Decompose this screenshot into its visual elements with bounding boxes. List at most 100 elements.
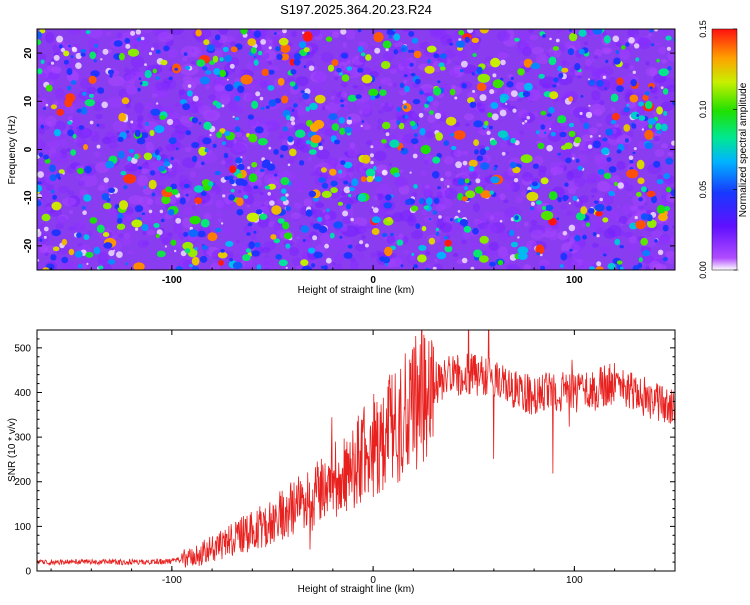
heatmap-background-blob — [557, 29, 564, 34]
heatmap-background-blob — [522, 172, 533, 182]
heatmap-cell — [468, 159, 478, 168]
heatmap-cell — [348, 116, 352, 120]
heatmap-cell — [57, 176, 62, 180]
heatmap-low-speck — [140, 36, 145, 41]
heatmap-background-blob — [218, 29, 229, 35]
heatmap-cell — [165, 186, 173, 193]
colorbar-tick-label: 0.15 — [698, 20, 708, 38]
heatmap-cell — [93, 246, 101, 255]
heatmap-cell — [653, 160, 661, 168]
heatmap-background-blob — [108, 135, 119, 143]
heatmap-cell — [126, 130, 130, 134]
heatmap-background-blob — [589, 103, 606, 115]
heatmap-low-speck — [657, 249, 664, 255]
heatmap-cell — [393, 49, 399, 55]
heatmap-cell — [400, 47, 406, 52]
heatmap-cell — [605, 128, 613, 136]
heatmap-low-speck — [432, 266, 437, 270]
heatmap-low-speck — [467, 29, 474, 34]
heatmap-cell — [96, 123, 100, 127]
heatmap-background-blob — [398, 90, 407, 96]
heatmap-cell — [158, 165, 166, 172]
heatmap-cell — [298, 41, 307, 49]
heatmap-cell — [559, 264, 564, 268]
heatmap-cell — [615, 50, 619, 55]
heatmap-background-blob — [399, 209, 414, 222]
heatmap-low-speck — [671, 140, 675, 146]
heatmap-low-speck — [135, 29, 142, 35]
heatmap-cell — [413, 264, 419, 269]
heatmap-cell — [381, 139, 387, 144]
heatmap-background-blob — [233, 131, 243, 138]
heatmap-low-speck — [666, 46, 672, 51]
heatmap-cell — [616, 85, 624, 93]
heatmap-background-blob — [392, 82, 397, 88]
heatmap-cell — [101, 193, 110, 201]
heatmap-cell — [333, 221, 344, 229]
heatmap-cell — [256, 264, 262, 270]
heatmap-background-blob — [58, 185, 70, 194]
heatmap-cell — [179, 99, 188, 105]
heatmap-background-blob — [383, 128, 391, 134]
heatmap-cell — [561, 67, 569, 73]
heatmap-low-speck — [546, 144, 553, 152]
heatmap-background-blob — [165, 143, 176, 152]
heatmap-cell — [160, 218, 165, 223]
heatmap-cell — [170, 239, 177, 246]
heatmap-cell — [433, 53, 440, 59]
heatmap-cell — [510, 241, 519, 248]
heatmap-cell — [196, 59, 206, 67]
heatmap-cell — [58, 169, 65, 174]
heatmap-low-speck — [100, 58, 103, 61]
heatmap-cell — [160, 59, 168, 66]
heatmap-background-blob — [93, 151, 101, 158]
heatmap-background-blob — [526, 240, 537, 250]
heatmap-cell — [303, 65, 307, 69]
heatmap-background-blob — [420, 170, 427, 177]
heatmap-cell — [247, 38, 257, 46]
snr-ytick-label: 200 — [14, 477, 31, 488]
heatmap-cell — [572, 195, 578, 201]
heatmap-cell — [381, 61, 391, 69]
heatmap-cell — [561, 145, 568, 151]
heatmap-cell — [188, 229, 199, 238]
heatmap-cell — [413, 184, 418, 189]
heatmap-cell — [225, 240, 234, 247]
heatmap-low-speck — [187, 84, 192, 88]
heatmap-cell — [313, 119, 325, 129]
heatmap-cell — [662, 88, 669, 95]
heatmap-background-blob — [251, 57, 267, 68]
heatmap-background-blob — [499, 193, 506, 201]
heatmap-cell — [476, 82, 487, 92]
heatmap-cell — [85, 30, 91, 35]
heatmap-background-blob — [533, 155, 544, 166]
heatmap-cell — [199, 255, 208, 263]
heatmap-background-blob — [45, 245, 56, 254]
heatmap-cell — [251, 161, 258, 168]
heatmap-cell — [368, 88, 379, 97]
heatmap-background-blob — [310, 71, 327, 83]
heatmap-background-blob — [330, 95, 335, 100]
heatmap-cell — [542, 34, 546, 38]
heatmap-background-blob — [157, 82, 171, 92]
heatmap-cell — [236, 173, 243, 179]
heatmap-cell — [134, 129, 141, 137]
heatmap-background-blob — [308, 85, 322, 95]
heatmap-background-blob — [181, 45, 199, 58]
heatmap-background-blob — [591, 89, 601, 101]
heatmap-cell — [317, 216, 323, 222]
heatmap-cell — [241, 179, 248, 187]
heatmap-low-speck — [144, 63, 147, 66]
heatmap-low-speck — [255, 91, 261, 97]
heatmap-cell — [385, 194, 392, 201]
snr-panel: -100 0 100 0 100 200 300 400 500 Height of strai… — [7, 329, 676, 595]
heatmap-low-speck — [632, 70, 636, 75]
heatmap-cell — [70, 80, 77, 85]
heatmap-low-speck — [371, 206, 374, 209]
heatmap-background-blob — [670, 254, 675, 263]
heatmap-background-blob — [145, 141, 154, 152]
heatmap-cell — [257, 138, 268, 146]
heatmap-ytick-label: 0 — [23, 146, 34, 152]
heatmap-low-speck — [499, 219, 503, 223]
heatmap-cell — [329, 168, 337, 176]
